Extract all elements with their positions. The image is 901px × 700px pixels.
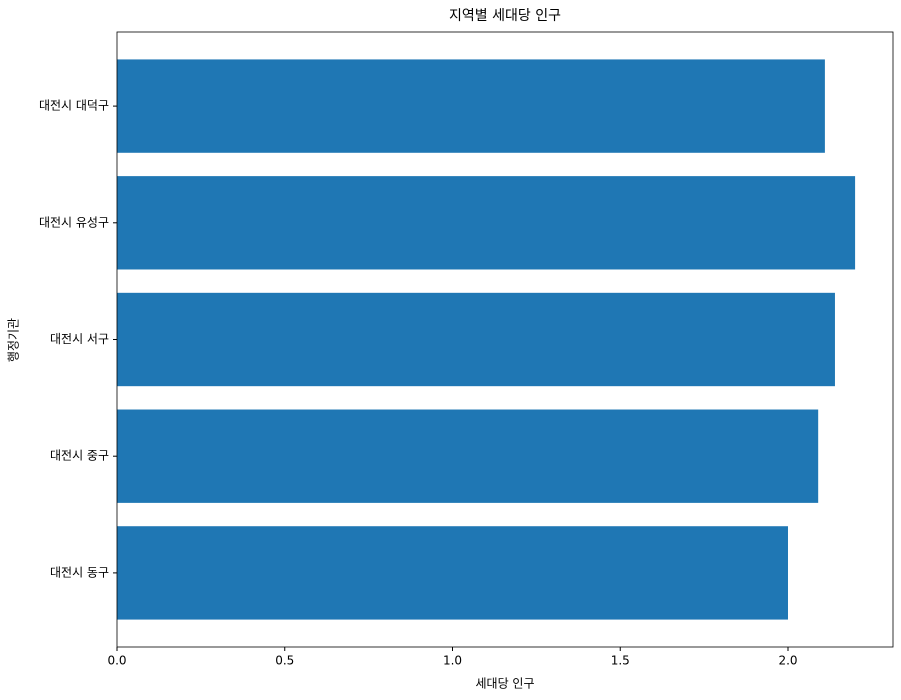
y-tick-label: 대전시 대덕구 <box>39 99 109 113</box>
y-tick-label: 대전시 동구 <box>50 565 109 579</box>
y-tick-label: 대전시 중구 <box>50 449 109 463</box>
bar <box>117 292 835 387</box>
bar <box>117 526 788 620</box>
x-tick-label: 2.0 <box>778 654 797 668</box>
x-tick-label: 0.5 <box>275 654 294 668</box>
y-tick-label: 대전시 유성구 <box>39 215 109 229</box>
plot-frame <box>116 31 894 648</box>
chart-title: 지역별 세대당 인구 <box>449 8 561 24</box>
bar <box>117 409 819 503</box>
x-axis-label: 세대당 인구 <box>475 677 534 691</box>
x-tick-label: 1.0 <box>443 654 462 668</box>
x-tick-label: 1.5 <box>611 654 630 668</box>
y-tick-label: 대전시 서구 <box>50 332 109 346</box>
y-axis-label: 행정기관 <box>6 318 21 362</box>
bar <box>117 176 856 270</box>
bar <box>117 59 825 153</box>
x-tick-label: 0.0 <box>107 654 126 668</box>
